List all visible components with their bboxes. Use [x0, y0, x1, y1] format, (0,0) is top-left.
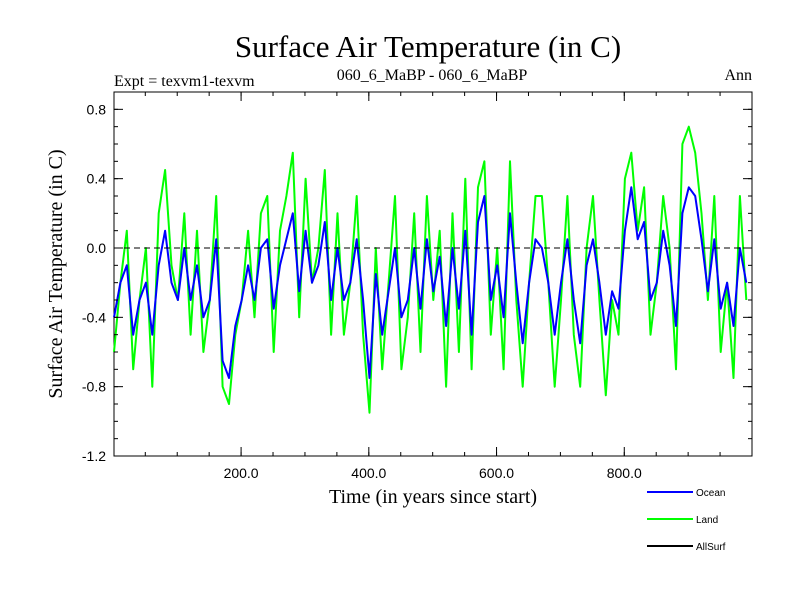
series-line-ocean [113, 186, 748, 379]
x-tick-label: 200.0 [224, 465, 259, 481]
y-axis-label: Surface Air Temperature (in C) [45, 149, 67, 398]
experiment-label: Expt = texvm1-texvm [114, 73, 255, 90]
chart-title: Surface Air Temperature (in C) [235, 29, 621, 64]
run-label: 060_6_MaBP - 060_6_MaBP [337, 67, 528, 84]
y-tick-label: 0.4 [87, 171, 107, 187]
x-tick-label: 400.0 [351, 465, 386, 481]
x-axis-label: Time (in years since start) [329, 486, 537, 508]
series-layer [113, 125, 748, 414]
y-tick-label: -1.2 [82, 448, 106, 464]
x-tick-label: 800.0 [607, 465, 642, 481]
y-tick-label: 0.8 [87, 101, 107, 117]
plot-area: -1.2 -0.8 -0.4 0.0 0.4 0.8 200.0 400.0 600.0 800.… [82, 91, 753, 481]
tick-layer: -1.2 -0.8 -0.4 0.0 0.4 0.8 200.0 400.0 600.0 800.… [82, 91, 752, 481]
legend-label-ocean: Ocean [696, 488, 725, 499]
x-tick-label: 600.0 [479, 465, 514, 481]
y-tick-label: -0.8 [82, 379, 106, 395]
y-tick-label: 0.0 [87, 240, 107, 256]
season-label: Ann [724, 67, 752, 84]
y-tick-label: -0.4 [82, 309, 106, 325]
legend-label-land: Land [696, 515, 718, 526]
legend: Ocean Land AllSurf [647, 488, 726, 553]
legend-label-allsurf: AllSurf [696, 542, 726, 553]
